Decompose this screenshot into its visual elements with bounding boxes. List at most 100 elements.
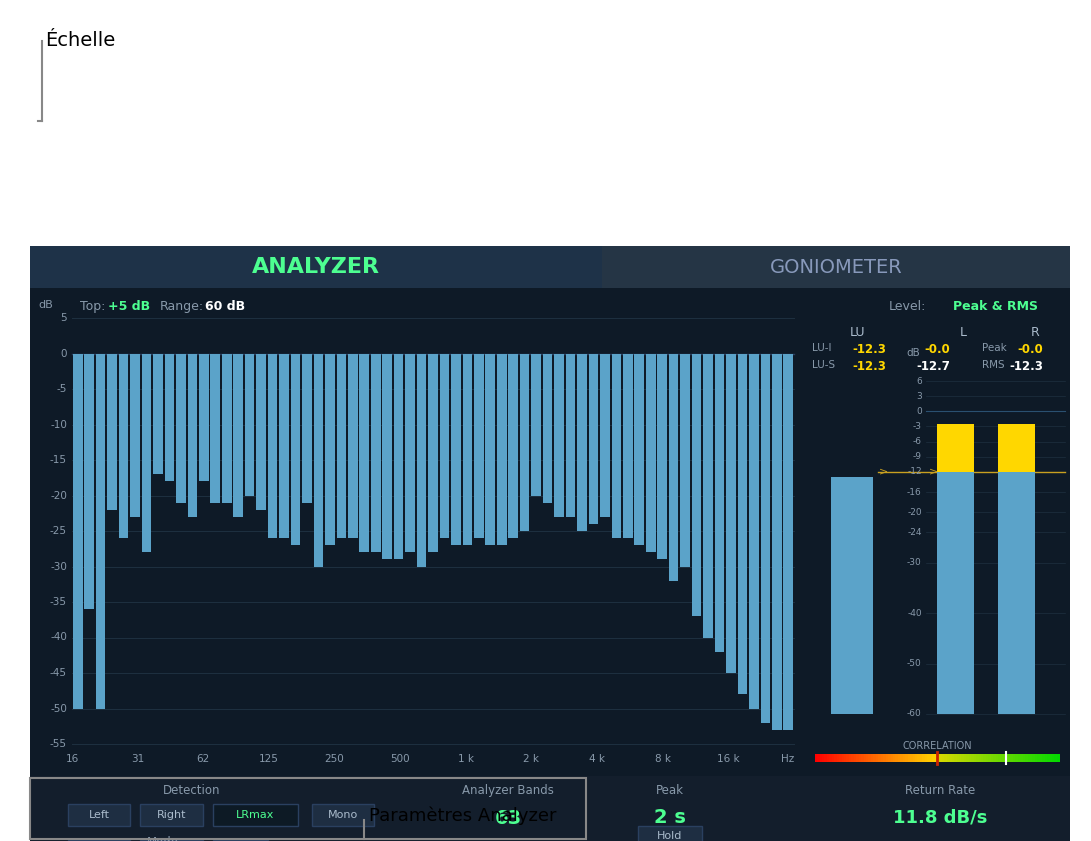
- Bar: [864, 754, 866, 762]
- Bar: [827, 754, 830, 762]
- Text: Top:: Top:: [80, 300, 106, 313]
- Text: 2 s: 2 s: [654, 808, 685, 827]
- Bar: [473, 353, 483, 538]
- Text: -24: -24: [908, 528, 922, 537]
- Text: -12.3: -12.3: [1009, 360, 1043, 373]
- Bar: [658, 353, 667, 559]
- Bar: [577, 353, 587, 531]
- Bar: [835, 754, 837, 762]
- Bar: [531, 353, 541, 495]
- Bar: [233, 353, 243, 517]
- Bar: [589, 353, 598, 524]
- Bar: [29, 246, 1070, 776]
- Bar: [508, 353, 518, 538]
- Bar: [991, 754, 994, 762]
- Bar: [918, 754, 921, 762]
- Text: GONIOMETER: GONIOMETER: [769, 257, 902, 277]
- Text: Peak: Peak: [656, 784, 684, 797]
- Bar: [930, 754, 933, 762]
- Bar: [886, 754, 888, 762]
- Bar: [902, 754, 906, 762]
- Bar: [896, 754, 898, 762]
- Bar: [543, 353, 552, 503]
- Text: 11.8 dB/s: 11.8 dB/s: [892, 809, 987, 827]
- Bar: [267, 353, 277, 538]
- Bar: [949, 754, 952, 762]
- Bar: [440, 353, 449, 538]
- Bar: [29, 776, 1070, 841]
- Bar: [68, 840, 130, 841]
- Text: Peak: Peak: [982, 343, 1007, 353]
- Bar: [830, 477, 873, 714]
- Bar: [211, 353, 220, 503]
- Bar: [1057, 754, 1059, 762]
- Bar: [29, 778, 586, 839]
- Bar: [955, 754, 957, 762]
- Bar: [959, 754, 962, 762]
- Bar: [692, 353, 702, 616]
- Text: -40: -40: [50, 632, 67, 643]
- Bar: [140, 804, 203, 826]
- Bar: [29, 246, 602, 288]
- Text: LU-S: LU-S: [812, 360, 835, 370]
- Text: -3: -3: [913, 422, 922, 431]
- Bar: [945, 754, 947, 762]
- Text: 62: 62: [196, 754, 209, 764]
- Bar: [1010, 754, 1014, 762]
- Bar: [520, 353, 529, 531]
- Bar: [566, 353, 575, 517]
- Bar: [485, 353, 495, 545]
- Text: Paramètres Analyzer: Paramètres Analyzer: [369, 807, 556, 825]
- Bar: [817, 754, 820, 762]
- Bar: [1035, 754, 1038, 762]
- Bar: [927, 754, 931, 762]
- Bar: [1040, 754, 1043, 762]
- Bar: [920, 754, 923, 762]
- Text: Peak & RMS: Peak & RMS: [952, 300, 1038, 313]
- Bar: [1016, 754, 1018, 762]
- Text: 6: 6: [916, 377, 922, 385]
- Text: -45: -45: [50, 668, 67, 678]
- Bar: [715, 353, 724, 652]
- Bar: [861, 754, 864, 762]
- Text: Échelle: Échelle: [45, 31, 116, 50]
- Bar: [1008, 754, 1011, 762]
- Text: LRmax: LRmax: [237, 810, 275, 820]
- Bar: [996, 754, 998, 762]
- Bar: [1045, 754, 1047, 762]
- Bar: [898, 754, 901, 762]
- Bar: [405, 353, 415, 553]
- Bar: [290, 353, 300, 545]
- Bar: [623, 353, 633, 538]
- Text: -12.3: -12.3: [852, 343, 886, 356]
- Bar: [967, 754, 969, 762]
- Bar: [998, 754, 1002, 762]
- Bar: [140, 840, 203, 841]
- Bar: [874, 754, 876, 762]
- Text: R: R: [1031, 326, 1040, 339]
- Text: 4 k: 4 k: [589, 754, 606, 764]
- Text: -0.0: -0.0: [924, 343, 950, 356]
- Bar: [394, 353, 404, 559]
- Text: 125: 125: [259, 754, 279, 764]
- Bar: [348, 353, 358, 538]
- Bar: [1030, 754, 1033, 762]
- Bar: [165, 353, 175, 481]
- Bar: [1020, 754, 1023, 762]
- Text: Level:: Level:: [889, 300, 926, 313]
- Text: 0: 0: [60, 348, 67, 358]
- Bar: [922, 754, 925, 762]
- Text: >: >: [930, 467, 938, 477]
- Bar: [1042, 754, 1045, 762]
- Text: -50: -50: [907, 659, 922, 668]
- Bar: [829, 754, 832, 762]
- Text: 31: 31: [131, 754, 144, 764]
- Bar: [942, 754, 945, 762]
- Bar: [844, 754, 847, 762]
- Bar: [359, 353, 369, 553]
- Text: -55: -55: [50, 739, 67, 749]
- Bar: [880, 754, 884, 762]
- Bar: [68, 804, 130, 826]
- Text: >: >: [878, 467, 888, 477]
- Bar: [939, 754, 943, 762]
